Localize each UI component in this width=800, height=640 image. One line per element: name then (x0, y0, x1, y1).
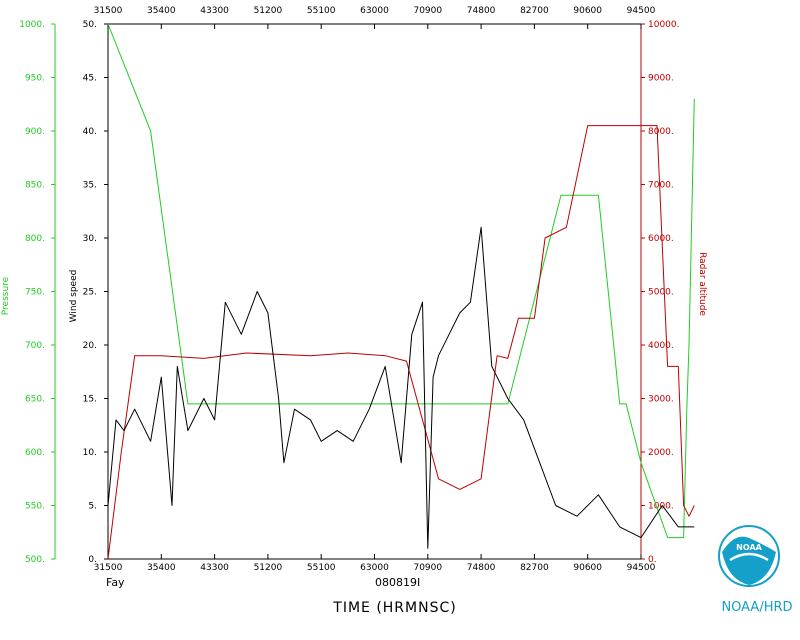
wind-axis-tick-label: 50. (83, 20, 97, 30)
wind-axis-tick-label: 30. (83, 234, 97, 244)
pressure-axis-tick-label: 900. (25, 127, 45, 137)
x-tick-label: 55100 (307, 563, 336, 573)
wind-axis-tick-label: 35. (83, 181, 97, 191)
pressure-axis-tick-label: 650. (25, 395, 45, 405)
altitude-axis-tick-label: 9000. (648, 74, 674, 84)
series-layer (107, 23, 695, 560)
flight-id: 080819I (375, 576, 420, 589)
wind-axis-tick-label: 0. (88, 555, 97, 565)
x-tick-label: 90600 (573, 563, 602, 573)
noaa-logo: NOAA (718, 525, 780, 587)
pressure-axis-tick-label: 850. (25, 181, 45, 191)
noaa-hrd-label: NOAA/HRD (721, 600, 792, 615)
altitude-axis-tick-label: 2000. (648, 448, 674, 458)
pressure-axis: 500. 550. 600. 650. 700. 750. 800. 850. 900. 950.… (19, 20, 56, 565)
pressure-axis-tick-label: 1000. (19, 20, 45, 30)
x-top-tick-label: 90600 (573, 6, 602, 16)
x-top-tick-label: 82700 (520, 6, 549, 16)
x-tick-label: 82700 (520, 563, 549, 573)
x-top-tick-label: 43300 (200, 6, 229, 16)
radar-altitude-axis-title: Radar altitude (697, 252, 707, 316)
x-top-tick-label: 74800 (467, 6, 496, 16)
x-top-tick-label: 35400 (147, 6, 176, 16)
noaa-emblem-text: NOAA (736, 543, 762, 552)
pressure-axis-tick-label: 800. (25, 234, 45, 244)
x-tick-label: 35400 (147, 563, 176, 573)
x-tick-label: 63000 (360, 563, 389, 573)
wind-speed-axis-title: Wind speed (69, 270, 79, 323)
wind-axis-tick-label: 25. (83, 288, 97, 298)
x-tick-label: 51200 (254, 563, 283, 573)
pressure-axis-tick-label: 500. (25, 555, 45, 565)
x-tick-label: 70900 (413, 563, 442, 573)
x-top-tick-label: 31500 (94, 6, 123, 16)
x-axis-title: TIME (HRMNSC) (332, 600, 456, 616)
altitude-axis-tick-label: 5000. (648, 288, 674, 298)
altitude-axis-tick-label: 0. (648, 555, 657, 565)
altitude-axis-tick-label: 8000. (648, 127, 674, 137)
altitude-axis-tick-label: 7000. (648, 181, 674, 191)
wind-axis-tick-label: 45. (83, 74, 97, 84)
pressure-axis-tick-label: 550. (25, 502, 45, 512)
x-tick-label: 43300 (200, 563, 229, 573)
x-top-tick-label: 55100 (307, 6, 336, 16)
pressure-series-line (107, 23, 695, 539)
altitude-axis-tick-label: 6000. (648, 234, 674, 244)
wind-speed-axis: 0. 5. 10. 15. 20. 25. 30. 35. 40. 45. 50. (83, 20, 109, 565)
storm-name: Fay (106, 576, 125, 589)
wind-speed-series-line (107, 226, 695, 549)
x-top-tick-label: 94500 (627, 6, 656, 16)
wind-axis-tick-label: 40. (83, 127, 97, 137)
radar-altitude-axis: 0. 1000. 2000. 3000. 4000. 5000. 6000. 7000. 800… (640, 20, 680, 565)
plot-border (107, 23, 642, 560)
radar-altitude-series-line (107, 125, 695, 560)
altitude-axis-tick-label: 10000. (648, 20, 680, 30)
x-axis-top: 31500 35400 43300 51200 55100 63000 70900 74800… (94, 6, 656, 29)
pressure-axis-tick-label: 600. (25, 448, 45, 458)
pressure-axis-title: Pressure (1, 276, 11, 315)
x-tick-label: 94500 (627, 563, 656, 573)
pressure-axis-tick-label: 700. (25, 341, 45, 351)
x-top-tick-label: 63000 (360, 6, 389, 16)
x-tick-label: 31500 (94, 563, 123, 573)
altitude-axis-tick-label: 3000. (648, 395, 674, 405)
pressure-axis-tick-label: 750. (25, 288, 45, 298)
altitude-axis-tick-label: 4000. (648, 341, 674, 351)
x-top-tick-label: 51200 (254, 6, 283, 16)
plot-area (107, 23, 642, 560)
wind-axis-tick-label: 5. (88, 502, 97, 512)
x-tick-label: 74800 (467, 563, 496, 573)
wind-axis-tick-label: 10. (83, 448, 97, 458)
x-axis-bottom: 31500 35400 43300 51200 55100 63000 70900 74800… (94, 554, 656, 573)
x-top-tick-label: 70900 (413, 6, 442, 16)
pressure-axis-tick-label: 950. (25, 74, 45, 84)
altitude-axis-tick-label: 1000. (648, 502, 674, 512)
wind-axis-tick-label: 20. (83, 341, 97, 351)
wind-axis-tick-label: 15. (83, 395, 97, 405)
